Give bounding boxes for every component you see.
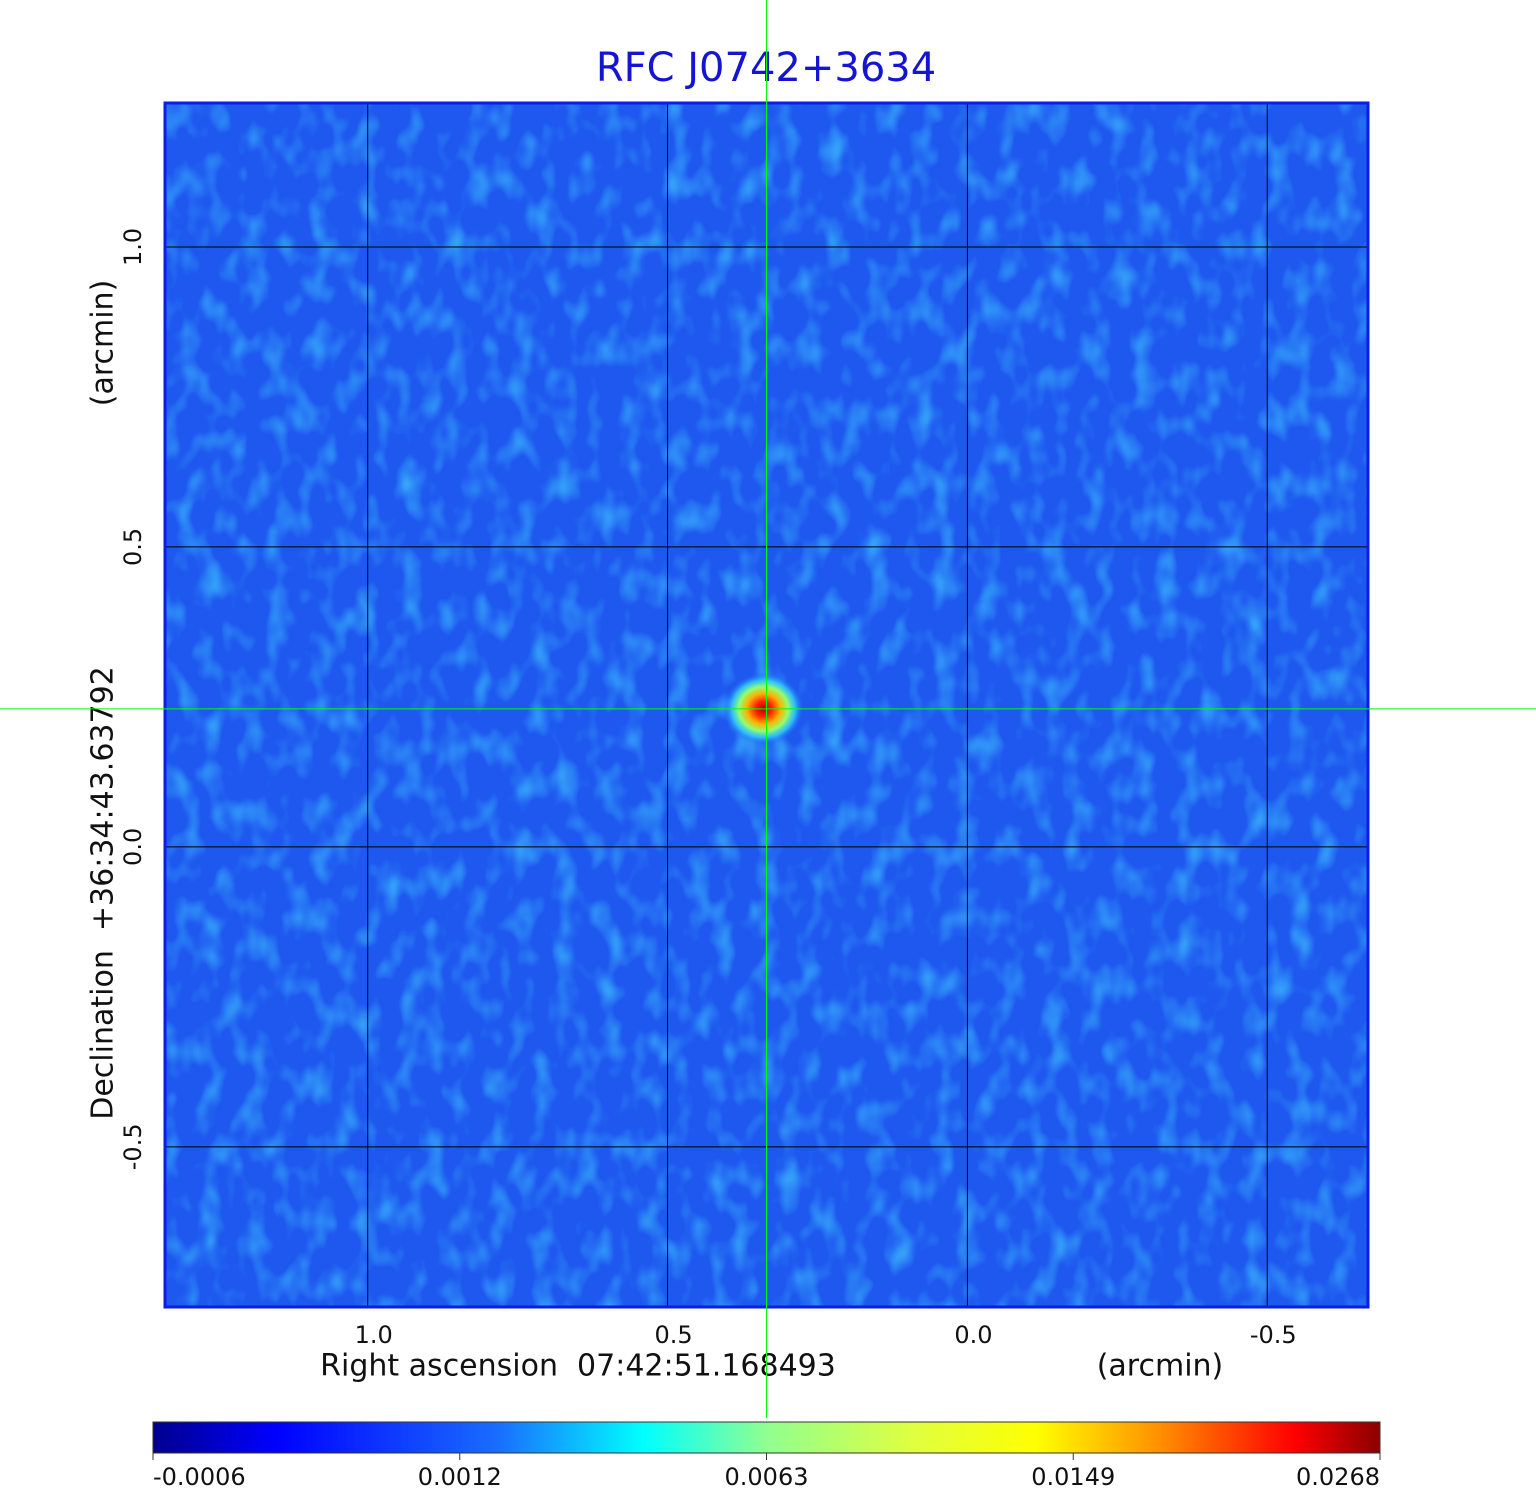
y-tick-label: -0.5 [119,1123,147,1170]
colorbar-tick-label: 0.0149 [1031,1463,1115,1491]
x-tick-label: -0.5 [1250,1321,1297,1349]
y-axis-label: Declination +36:34:43.63792 [86,666,121,1120]
colorbar-tick-label: 0.0012 [418,1463,502,1491]
y-axis-unit: (arcmin) [86,280,121,407]
x-axis-unit: (arcmin) [1097,1349,1224,1384]
colorbar-tick-label: -0.0006 [153,1463,246,1491]
x-tick-label: 0.0 [954,1321,992,1349]
y-tick-label: 0.0 [119,828,147,866]
colorbar [152,1421,1381,1454]
colorbar-tick-label: 0.0268 [1296,1463,1380,1491]
x-tick-label: 0.5 [654,1321,692,1349]
x-tick-label: 1.0 [355,1321,393,1349]
y-tick-label: 1.0 [119,228,147,266]
y-tick-label: 0.5 [119,528,147,566]
x-axis-label: Right ascension 07:42:51.168493 [320,1349,836,1384]
colorbar-tick-label: 0.0063 [725,1463,809,1491]
